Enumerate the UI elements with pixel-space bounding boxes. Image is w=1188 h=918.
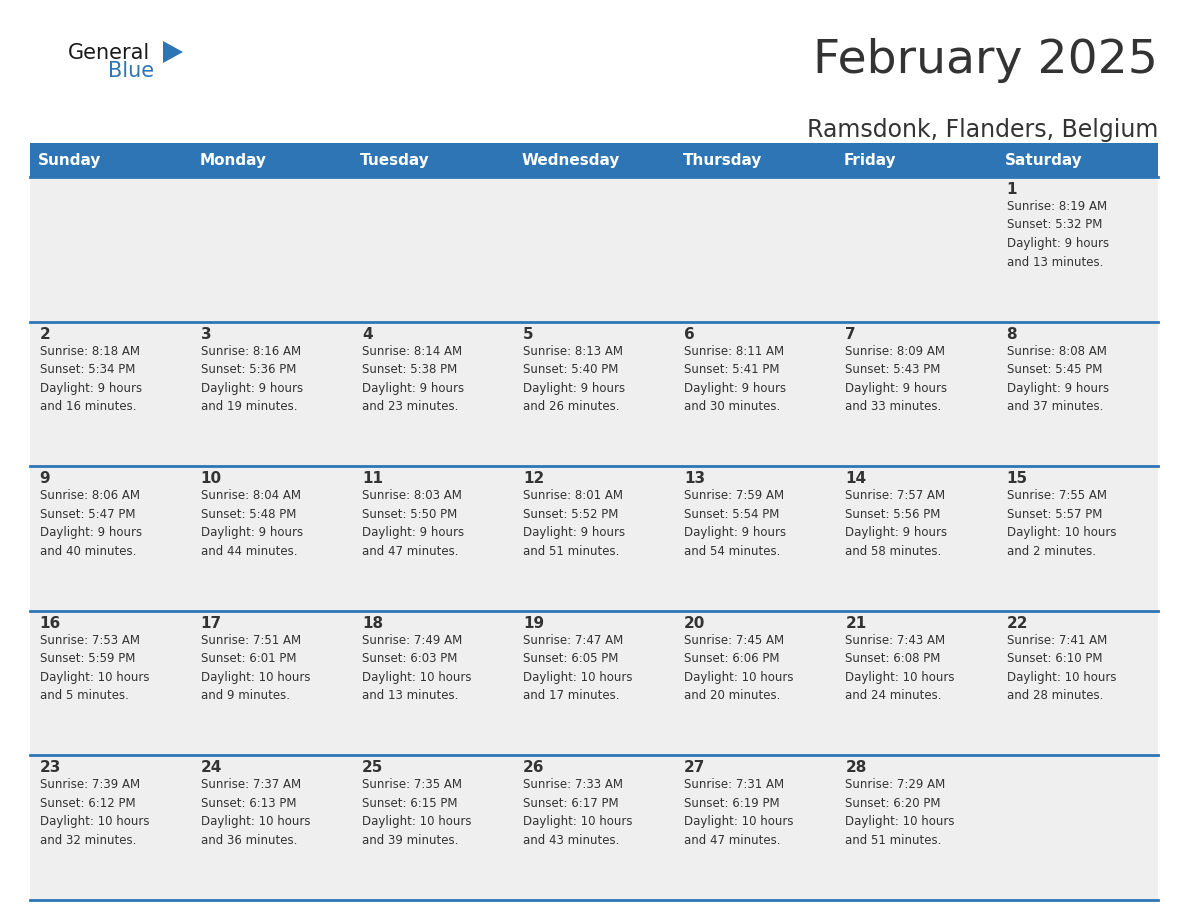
Text: 5: 5 <box>523 327 533 341</box>
Text: Monday: Monday <box>200 152 266 167</box>
Bar <box>353 143 513 177</box>
Text: Tuesday: Tuesday <box>360 152 430 167</box>
Text: Sunrise: 8:11 AM
Sunset: 5:41 PM
Daylight: 9 hours
and 30 minutes.: Sunrise: 8:11 AM Sunset: 5:41 PM Dayligh… <box>684 344 786 413</box>
Text: 1: 1 <box>1006 182 1017 197</box>
Text: Sunrise: 7:37 AM
Sunset: 6:13 PM
Daylight: 10 hours
and 36 minutes.: Sunrise: 7:37 AM Sunset: 6:13 PM Dayligh… <box>201 778 310 847</box>
Bar <box>997 143 1158 177</box>
Text: 21: 21 <box>846 616 866 631</box>
Text: Sunrise: 8:18 AM
Sunset: 5:34 PM
Daylight: 9 hours
and 16 minutes.: Sunrise: 8:18 AM Sunset: 5:34 PM Dayligh… <box>39 344 141 413</box>
Text: 23: 23 <box>39 760 61 776</box>
Text: Thursday: Thursday <box>683 152 762 167</box>
Bar <box>30 143 191 177</box>
Text: Sunrise: 7:29 AM
Sunset: 6:20 PM
Daylight: 10 hours
and 51 minutes.: Sunrise: 7:29 AM Sunset: 6:20 PM Dayligh… <box>846 778 955 847</box>
Text: 15: 15 <box>1006 471 1028 487</box>
Bar <box>191 143 353 177</box>
Text: 17: 17 <box>201 616 222 631</box>
Text: 20: 20 <box>684 616 706 631</box>
Text: Sunrise: 8:19 AM
Sunset: 5:32 PM
Daylight: 9 hours
and 13 minutes.: Sunrise: 8:19 AM Sunset: 5:32 PM Dayligh… <box>1006 200 1108 268</box>
Text: 27: 27 <box>684 760 706 776</box>
Bar <box>30 610 1158 756</box>
Text: Friday: Friday <box>843 152 897 167</box>
Text: Sunrise: 8:16 AM
Sunset: 5:36 PM
Daylight: 9 hours
and 19 minutes.: Sunrise: 8:16 AM Sunset: 5:36 PM Dayligh… <box>201 344 303 413</box>
Text: 12: 12 <box>523 471 544 487</box>
Text: Sunday: Sunday <box>38 152 101 167</box>
Text: Sunrise: 8:14 AM
Sunset: 5:38 PM
Daylight: 9 hours
and 23 minutes.: Sunrise: 8:14 AM Sunset: 5:38 PM Dayligh… <box>362 344 465 413</box>
Text: 3: 3 <box>201 327 211 341</box>
Text: 25: 25 <box>362 760 384 776</box>
Text: 13: 13 <box>684 471 706 487</box>
Text: Sunrise: 7:51 AM
Sunset: 6:01 PM
Daylight: 10 hours
and 9 minutes.: Sunrise: 7:51 AM Sunset: 6:01 PM Dayligh… <box>201 633 310 702</box>
Text: Sunrise: 7:55 AM
Sunset: 5:57 PM
Daylight: 10 hours
and 2 minutes.: Sunrise: 7:55 AM Sunset: 5:57 PM Dayligh… <box>1006 489 1116 558</box>
Text: Ramsdonk, Flanders, Belgium: Ramsdonk, Flanders, Belgium <box>807 118 1158 142</box>
Bar <box>675 143 835 177</box>
Text: Sunrise: 7:39 AM
Sunset: 6:12 PM
Daylight: 10 hours
and 32 minutes.: Sunrise: 7:39 AM Sunset: 6:12 PM Dayligh… <box>39 778 150 847</box>
Text: Sunrise: 7:43 AM
Sunset: 6:08 PM
Daylight: 10 hours
and 24 minutes.: Sunrise: 7:43 AM Sunset: 6:08 PM Dayligh… <box>846 633 955 702</box>
Text: 10: 10 <box>201 471 222 487</box>
Text: Sunrise: 8:04 AM
Sunset: 5:48 PM
Daylight: 9 hours
and 44 minutes.: Sunrise: 8:04 AM Sunset: 5:48 PM Dayligh… <box>201 489 303 558</box>
Text: Sunrise: 7:45 AM
Sunset: 6:06 PM
Daylight: 10 hours
and 20 minutes.: Sunrise: 7:45 AM Sunset: 6:06 PM Dayligh… <box>684 633 794 702</box>
Text: Sunrise: 8:09 AM
Sunset: 5:43 PM
Daylight: 9 hours
and 33 minutes.: Sunrise: 8:09 AM Sunset: 5:43 PM Dayligh… <box>846 344 948 413</box>
Text: 8: 8 <box>1006 327 1017 341</box>
Text: 24: 24 <box>201 760 222 776</box>
Bar <box>513 143 675 177</box>
Text: Sunrise: 7:59 AM
Sunset: 5:54 PM
Daylight: 9 hours
and 54 minutes.: Sunrise: 7:59 AM Sunset: 5:54 PM Dayligh… <box>684 489 786 558</box>
Text: 26: 26 <box>523 760 544 776</box>
Bar <box>30 177 1158 321</box>
Text: Sunrise: 7:35 AM
Sunset: 6:15 PM
Daylight: 10 hours
and 39 minutes.: Sunrise: 7:35 AM Sunset: 6:15 PM Dayligh… <box>362 778 472 847</box>
Text: Sunrise: 7:41 AM
Sunset: 6:10 PM
Daylight: 10 hours
and 28 minutes.: Sunrise: 7:41 AM Sunset: 6:10 PM Dayligh… <box>1006 633 1116 702</box>
Text: General: General <box>68 43 150 63</box>
Text: Sunrise: 8:01 AM
Sunset: 5:52 PM
Daylight: 9 hours
and 51 minutes.: Sunrise: 8:01 AM Sunset: 5:52 PM Dayligh… <box>523 489 625 558</box>
Text: 28: 28 <box>846 760 867 776</box>
Text: Saturday: Saturday <box>1005 152 1082 167</box>
Text: 2: 2 <box>39 327 50 341</box>
Text: Sunrise: 7:31 AM
Sunset: 6:19 PM
Daylight: 10 hours
and 47 minutes.: Sunrise: 7:31 AM Sunset: 6:19 PM Dayligh… <box>684 778 794 847</box>
Text: 16: 16 <box>39 616 61 631</box>
Bar <box>30 756 1158 900</box>
Text: 11: 11 <box>362 471 383 487</box>
Text: 7: 7 <box>846 327 857 341</box>
Text: Sunrise: 7:33 AM
Sunset: 6:17 PM
Daylight: 10 hours
and 43 minutes.: Sunrise: 7:33 AM Sunset: 6:17 PM Dayligh… <box>523 778 632 847</box>
Text: Sunrise: 7:57 AM
Sunset: 5:56 PM
Daylight: 9 hours
and 58 minutes.: Sunrise: 7:57 AM Sunset: 5:56 PM Dayligh… <box>846 489 948 558</box>
Text: Sunrise: 8:03 AM
Sunset: 5:50 PM
Daylight: 9 hours
and 47 minutes.: Sunrise: 8:03 AM Sunset: 5:50 PM Dayligh… <box>362 489 465 558</box>
Text: 19: 19 <box>523 616 544 631</box>
Bar <box>30 321 1158 466</box>
Text: Sunrise: 8:08 AM
Sunset: 5:45 PM
Daylight: 9 hours
and 37 minutes.: Sunrise: 8:08 AM Sunset: 5:45 PM Dayligh… <box>1006 344 1108 413</box>
Text: 18: 18 <box>362 616 383 631</box>
Text: 22: 22 <box>1006 616 1028 631</box>
Bar <box>30 466 1158 610</box>
Polygon shape <box>163 41 183 63</box>
Text: 4: 4 <box>362 327 373 341</box>
Text: Blue: Blue <box>108 61 154 81</box>
Text: 14: 14 <box>846 471 866 487</box>
Bar <box>835 143 997 177</box>
Text: Wednesday: Wednesday <box>522 152 620 167</box>
Text: 6: 6 <box>684 327 695 341</box>
Text: February 2025: February 2025 <box>813 38 1158 83</box>
Text: 9: 9 <box>39 471 50 487</box>
Text: Sunrise: 7:49 AM
Sunset: 6:03 PM
Daylight: 10 hours
and 13 minutes.: Sunrise: 7:49 AM Sunset: 6:03 PM Dayligh… <box>362 633 472 702</box>
Text: Sunrise: 7:53 AM
Sunset: 5:59 PM
Daylight: 10 hours
and 5 minutes.: Sunrise: 7:53 AM Sunset: 5:59 PM Dayligh… <box>39 633 150 702</box>
Text: Sunrise: 8:06 AM
Sunset: 5:47 PM
Daylight: 9 hours
and 40 minutes.: Sunrise: 8:06 AM Sunset: 5:47 PM Dayligh… <box>39 489 141 558</box>
Text: Sunrise: 7:47 AM
Sunset: 6:05 PM
Daylight: 10 hours
and 17 minutes.: Sunrise: 7:47 AM Sunset: 6:05 PM Dayligh… <box>523 633 632 702</box>
Text: Sunrise: 8:13 AM
Sunset: 5:40 PM
Daylight: 9 hours
and 26 minutes.: Sunrise: 8:13 AM Sunset: 5:40 PM Dayligh… <box>523 344 625 413</box>
